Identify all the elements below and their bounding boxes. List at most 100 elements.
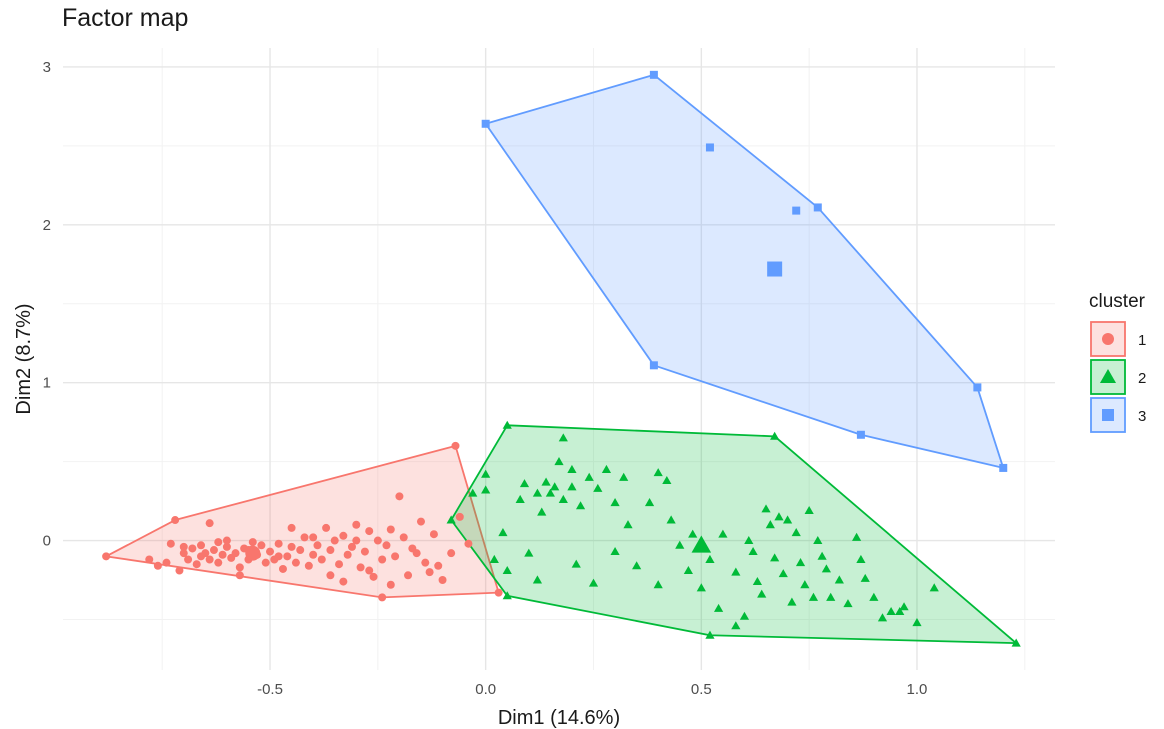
cluster-1-point [179, 542, 188, 551]
cluster-3-point [792, 206, 801, 215]
cluster-2-point [770, 431, 780, 440]
cluster-2-point [808, 592, 819, 601]
cluster-2-point [481, 469, 491, 478]
cluster-1-point [231, 549, 240, 558]
cluster-1-point [287, 542, 296, 551]
cluster-1-point [347, 542, 356, 551]
cluster-2-point [817, 551, 827, 560]
cluster-1-point [330, 536, 339, 545]
cluster-2-point [765, 520, 775, 529]
cluster-1-point [339, 577, 348, 586]
cluster-2-point [761, 504, 771, 513]
legend-item-1: 1 [1090, 321, 1146, 357]
cluster-2-point [731, 621, 741, 630]
cluster-2-point [554, 457, 564, 466]
cluster-2-point [782, 515, 793, 524]
legend-triangle-icon [1099, 368, 1117, 384]
cluster-1-point [382, 541, 391, 550]
cluster-2-point [748, 546, 758, 556]
cluster-1-point [378, 593, 387, 602]
cluster-1-point [261, 558, 270, 567]
legend-item-2: 2 [1090, 359, 1146, 395]
cluster-2-point [834, 575, 844, 584]
legend-square-icon [1102, 409, 1114, 421]
cluster-3-point [999, 463, 1008, 472]
cluster-2-point [567, 482, 577, 491]
cluster-2-point [653, 468, 663, 477]
cluster-2-point [675, 540, 685, 549]
legend-label: 2 [1138, 370, 1146, 387]
cluster-1-point [464, 539, 473, 548]
cluster-1-point [412, 549, 421, 558]
cluster-1-point [365, 566, 374, 575]
cluster-3-point [481, 119, 490, 128]
cluster-2-point [584, 472, 594, 481]
cluster-2-point [558, 433, 568, 442]
y-tick-label: 1 [43, 375, 51, 392]
y-axis-label: Dim2 (8.7%) [13, 303, 35, 414]
cluster-1-point [179, 549, 188, 558]
cluster-1-point [313, 541, 322, 550]
legend-circle-icon [1102, 333, 1114, 345]
cluster-2-point [575, 501, 586, 510]
cluster-1-point [404, 571, 413, 580]
cluster-2-point [567, 464, 577, 473]
cluster-1-point [205, 519, 214, 528]
chart-title: Factor map [62, 4, 189, 32]
cluster-1-point [429, 530, 438, 539]
cluster-2-points [446, 420, 1021, 647]
cluster-2-point [778, 569, 788, 578]
cluster-1-point [455, 512, 464, 521]
cluster-2-point [545, 488, 555, 497]
cluster-1-point [235, 563, 244, 572]
cluster-1-point [326, 546, 335, 555]
cluster-1-point [214, 558, 223, 567]
cluster-2-point [804, 505, 814, 515]
cluster-1-point [494, 588, 503, 597]
cluster-2-point [524, 548, 534, 557]
cluster-2-point [826, 592, 836, 601]
cluster-1-point [421, 558, 430, 567]
cluster-2-point [787, 597, 797, 606]
cluster-1-point [369, 572, 378, 581]
cluster-1-point [257, 541, 266, 550]
cluster-1-point [352, 536, 361, 545]
cluster-1-point [451, 441, 460, 450]
cluster-2-point [541, 477, 551, 486]
cluster-2-point [869, 592, 879, 601]
cluster-2-point [886, 606, 896, 616]
cluster-2-point [481, 485, 491, 494]
cluster-2-point [623, 520, 633, 529]
cluster-1-point [335, 560, 344, 569]
cluster-1-point [153, 561, 162, 570]
cluster-1-point [205, 555, 214, 564]
cluster-2-point [653, 580, 663, 589]
cluster-1-point [102, 552, 111, 561]
cluster-2-point [877, 613, 888, 622]
cluster-1-point [326, 571, 335, 580]
cluster-2-point [1011, 638, 1021, 647]
legend-label: 3 [1138, 408, 1146, 425]
legend-title: cluster [1089, 291, 1146, 312]
cluster-2-point [929, 583, 939, 592]
cluster-2-point [610, 498, 620, 507]
cluster-1-point [304, 561, 313, 570]
cluster-1-point [222, 542, 231, 551]
cluster-2-point [519, 479, 530, 488]
cluster-2-point [705, 630, 715, 639]
cluster-1-point [166, 539, 175, 548]
cluster-1-point [360, 547, 369, 556]
cluster-1-point [356, 563, 365, 572]
cluster-1-point [266, 547, 275, 556]
cluster-2-point [843, 599, 853, 608]
cluster-2-centroid [691, 535, 712, 553]
cluster-2-point [537, 507, 547, 516]
cluster-3-point [813, 203, 822, 212]
x-tick-label: 1.0 [907, 681, 928, 698]
cluster-2-point [515, 494, 525, 503]
cluster-2-point [502, 565, 512, 574]
cluster-2-point [688, 529, 698, 538]
cluster-1-point [309, 550, 318, 559]
cluster-2-point [912, 618, 922, 627]
